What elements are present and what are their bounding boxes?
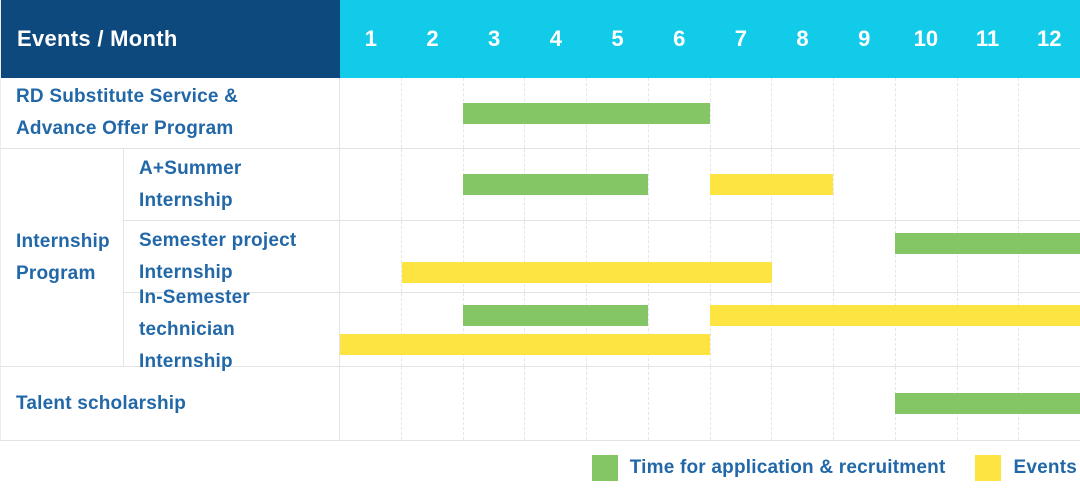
row-cells-in-semester — [340, 293, 1080, 366]
month-header-3: 3 — [488, 26, 501, 51]
month-header-6: 6 — [673, 26, 686, 51]
gantt-bar-green — [895, 233, 1080, 254]
row-label-a-summer: A+Summer Internship — [124, 149, 340, 220]
month-header-2: 2 — [426, 26, 439, 51]
row-cells-a-summer — [340, 149, 1080, 220]
row-cells-talent-scholarship — [340, 367, 1080, 440]
row-label-semester-project: Semester project Internship — [124, 221, 340, 292]
month-header-12: 12 — [1036, 26, 1062, 51]
month-header-5: 5 — [611, 26, 624, 51]
header-title: Events / Month — [1, 0, 340, 78]
row-cells-rd-substitute — [340, 78, 1080, 148]
gantt-bar-green — [895, 393, 1080, 414]
row-label-talent-scholarship: Talent scholarship — [1, 367, 340, 440]
legend-swatch-yellow — [975, 455, 1002, 481]
row-label-in-semester: In-Semester technician Internship — [124, 287, 340, 372]
schedule-table: Events / Month 1 2 3 4 5 6 7 8 9 10 11 1… — [0, 0, 1080, 441]
gantt-bar-green — [463, 305, 649, 326]
gantt-bar-green — [463, 103, 710, 124]
table-row: In-Semester technician Internship — [124, 287, 1080, 372]
table-row: Talent scholarship — [1, 367, 1080, 441]
gantt-bar-yellow — [710, 305, 1080, 326]
legend-item-application: Time for application & recruitment — [591, 455, 946, 481]
internship-program-group: Internship Program A+Summer Internship S… — [1, 149, 1080, 372]
month-header-4: 4 — [549, 26, 562, 51]
month-header-1: 1 — [364, 26, 377, 51]
table-row: A+Summer Internship — [124, 149, 1080, 221]
gantt-bar-yellow — [340, 334, 710, 355]
legend-swatch-green — [591, 455, 618, 481]
gantt-bar-green — [463, 174, 649, 195]
table-row: RD Substitute Service & Advance Offer Pr… — [1, 78, 1080, 149]
month-header: 1 2 3 4 5 6 7 8 9 10 11 12 — [340, 0, 1080, 78]
month-header-7: 7 — [734, 26, 747, 51]
legend: Time for application & recruitment Event… — [0, 441, 1080, 494]
table-row: Semester project Internship — [124, 221, 1080, 293]
gantt-bar-yellow — [710, 174, 834, 195]
month-header-8: 8 — [796, 26, 809, 51]
gantt-bar-yellow — [401, 262, 772, 283]
month-header-9: 9 — [858, 26, 871, 51]
legend-label-events: Events — [1013, 457, 1077, 478]
legend-label-application: Time for application & recruitment — [629, 457, 946, 478]
row-cells-semester-project — [340, 221, 1080, 292]
row-label-rd-substitute: RD Substitute Service & Advance Offer Pr… — [1, 78, 340, 148]
group-label-internship-program: Internship Program — [1, 149, 124, 366]
legend-item-events: Events — [975, 455, 1077, 481]
month-header-10: 10 — [913, 26, 939, 51]
header-row: Events / Month 1 2 3 4 5 6 7 8 9 10 11 1… — [1, 0, 1080, 78]
month-header-11: 11 — [975, 26, 1000, 51]
